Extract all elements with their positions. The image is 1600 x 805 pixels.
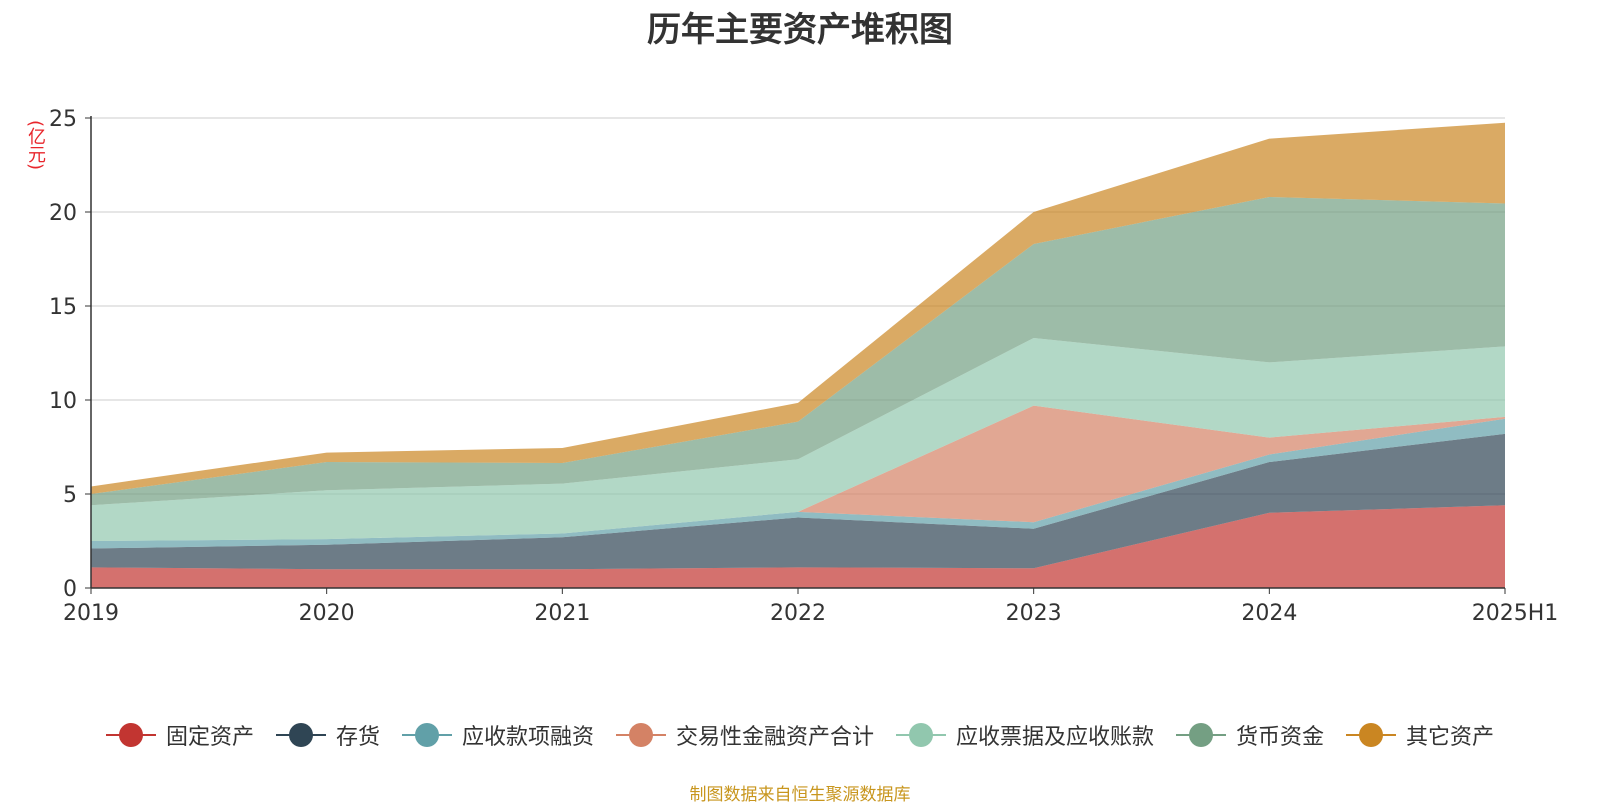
y-tick-label: 0 [63,577,77,602]
y-axis-unit-label: (亿元) [25,120,46,171]
area-series [91,122,1505,588]
area-series-6 [91,122,1505,494]
x-tick-label: 2025H1 [1472,601,1559,626]
x-tick-label: 2020 [299,601,355,626]
legend-dot [1359,723,1384,747]
x-tick-label: 2023 [1006,601,1062,626]
legend-marker [105,723,156,747]
legend-dot [628,723,653,747]
chart-title: 历年主要资产堆积图 [647,10,953,50]
legend-item[interactable]: 其它资产 [1346,719,1494,751]
legend-marker [615,723,666,747]
area-series-0 [91,505,1505,588]
y-tick-label: 20 [49,201,77,226]
y-tick-label: 10 [49,389,77,414]
legend-marker [1176,723,1227,747]
legend-marker [896,723,946,747]
x-tick-label: 2019 [63,601,119,626]
legend-dot [909,723,933,747]
area-series-1 [91,433,1505,570]
legend-label: 应收款项融资 [461,725,594,750]
legend-label: 交易性金融资产合计 [675,725,874,750]
legend-item[interactable]: 货币资金 [1176,719,1324,751]
legend-label: 存货 [335,725,380,750]
x-tick-label: 2021 [534,601,590,626]
legend: 固定资产 存货 应收款项融资 交易性金融资产合计 应收票据及应收账款 货币资金 其它资产 [0,715,1600,755]
legend-dot [118,723,143,747]
legend-dot [1189,723,1214,747]
legend-label: 其它资产 [1406,725,1495,750]
legend-label: 应收票据及应收账款 [956,725,1155,750]
y-tick-label: 15 [49,295,77,320]
legend-dot [288,723,313,747]
area-series-5 [91,196,1505,506]
area-series-3 [91,405,1505,541]
legend-item[interactable]: 应收款项融资 [401,719,594,751]
legend-item[interactable]: 交易性金融资产合计 [615,719,874,751]
y-tick-label: 5 [63,483,77,508]
legend-dot [414,723,439,747]
source-note: 制图数据来自恒生聚源数据库 [689,785,911,805]
legend-marker [1346,723,1397,747]
tick-labels: 0 5 10 15 20 25 2019 2020 2021 2022 2023 2024 2025H1 [49,107,1558,626]
legend-marker [401,723,452,747]
legend-label: 固定资产 [165,725,254,750]
area-series-4 [91,337,1505,541]
axes [85,116,1506,594]
legend-item[interactable]: 应收票据及应收账款 [896,719,1154,751]
legend-marker [275,723,326,747]
x-tick-label: 2022 [770,601,826,626]
x-tick-label: 2024 [1241,601,1297,626]
legend-item[interactable]: 固定资产 [105,719,254,751]
y-tick-label: 25 [49,107,77,132]
legend-item[interactable]: 存货 [275,719,380,751]
legend-label: 货币资金 [1236,725,1325,750]
